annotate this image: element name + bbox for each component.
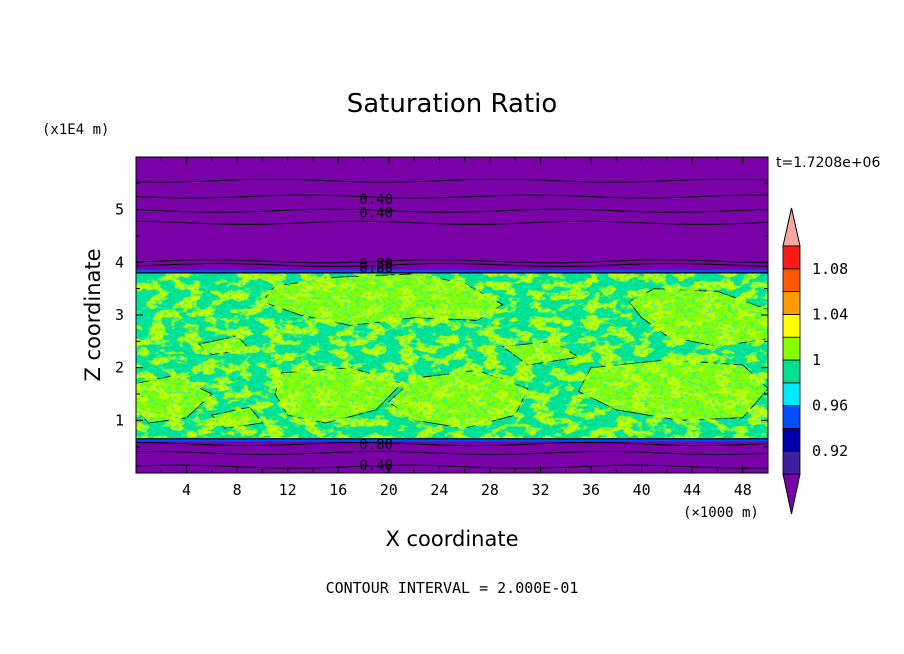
contour-label: 0.80 — [359, 437, 393, 453]
colorbar-swatch — [782, 359, 801, 384]
x-tick-label: 8 — [233, 481, 242, 499]
x-tick-label: 48 — [734, 481, 752, 499]
colorbar-swatch — [782, 405, 801, 429]
x-tick-label: 40 — [633, 481, 651, 499]
contour-line — [136, 178, 768, 183]
x-tick-label: 20 — [380, 481, 398, 499]
y-tick-label: 2 — [115, 359, 124, 377]
x-tick-label: 16 — [329, 481, 347, 499]
contour-line — [136, 450, 768, 456]
transition-band-bottom — [136, 438, 768, 442]
fine-texture-2 — [136, 272, 768, 439]
contour-interval-footer: CONTOUR INTERVAL = 2.000E-01 — [326, 579, 579, 597]
contour-line — [136, 208, 768, 213]
colorbar-label: 0.92 — [812, 442, 848, 460]
colorbar-label: 1.04 — [812, 305, 848, 323]
x-tick-label: 32 — [531, 481, 549, 499]
colorbar-swatch — [782, 291, 801, 315]
x-units-label: (×1000 m) — [683, 505, 759, 521]
colorbar-swatch — [782, 268, 801, 292]
x-axis-label: X coordinate — [385, 527, 518, 551]
colorbar-swatch — [782, 450, 801, 475]
contour-label: 0.40 — [359, 192, 393, 208]
x-tick-label: 28 — [481, 481, 499, 499]
colorbar-swatch — [782, 382, 801, 406]
contour-line — [136, 262, 768, 268]
colorbar-label: 1.08 — [812, 260, 848, 278]
time-label: t=1.7208e+06 — [776, 155, 880, 171]
x-tick-label: 36 — [582, 481, 600, 499]
chart-title: Saturation Ratio — [347, 89, 558, 119]
y-axis: 1 2 3 4 5 — [115, 182, 768, 448]
contour-label: 0.80 — [359, 256, 393, 272]
contour-labels: 0.400.400.800.800.800.40 — [359, 192, 393, 474]
colorbar-swatch — [782, 313, 801, 338]
contour-label: 0.40 — [359, 458, 393, 474]
colorbar: 0.92 0.96 1 1.04 1.08 — [782, 207, 848, 515]
x-tick-label: 4 — [182, 481, 191, 499]
colorbar-swatch — [782, 336, 801, 361]
contour-line — [136, 259, 768, 264]
colorbar-bottom-arrow — [782, 473, 801, 515]
contour-line — [136, 464, 768, 469]
contour-line — [136, 220, 768, 225]
contour-label: 0.80 — [359, 261, 393, 277]
contour-line — [136, 194, 768, 199]
y-axis-label: Z coordinate — [81, 248, 105, 381]
y-units-label: (x1E4 m) — [42, 122, 109, 138]
x-tick-label: 44 — [683, 481, 701, 499]
colorbar-label: 0.96 — [812, 397, 848, 415]
x-tick-label: 24 — [430, 481, 448, 499]
y-tick-label: 1 — [115, 411, 124, 429]
colorbar-swatch — [782, 427, 801, 452]
plot-field: 0.400.400.800.800.800.40 — [136, 157, 768, 474]
x-tick-label: 12 — [279, 481, 297, 499]
colorbar-top-arrow — [782, 207, 801, 247]
y-tick-label: 3 — [115, 306, 124, 324]
x-axis: 4 8 12 16 20 24 28 32 36 40 44 48 — [160, 157, 752, 499]
contour-lines — [136, 178, 768, 469]
colorbar-label: 1 — [812, 351, 821, 369]
contour-label: 0.40 — [359, 205, 393, 221]
contour-line — [136, 441, 768, 447]
y-tick-label: 5 — [115, 201, 124, 219]
y-tick-label: 4 — [115, 253, 124, 271]
transition-band-top — [136, 269, 768, 274]
colorbar-swatch — [782, 245, 801, 270]
